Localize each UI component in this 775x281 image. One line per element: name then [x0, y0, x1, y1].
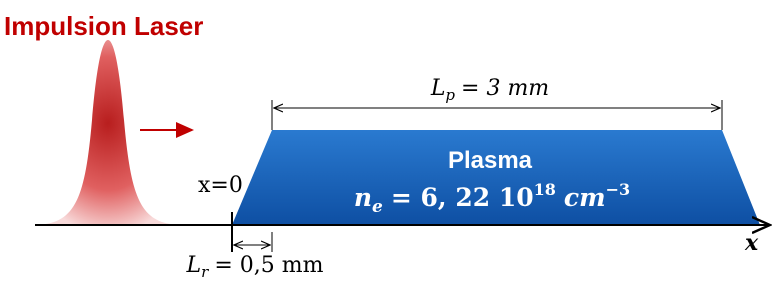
- expression: = 0,5 mm: [214, 253, 323, 278]
- ramp-length-label: Lr = 0,5 mm: [186, 253, 324, 281]
- exponent: 18: [534, 180, 556, 199]
- unit: cm: [564, 183, 606, 212]
- symbol: L: [430, 76, 446, 101]
- subscript: r: [201, 263, 209, 281]
- subscript: e: [372, 197, 383, 217]
- axis-label: x: [744, 230, 759, 256]
- symbol: n: [354, 183, 372, 212]
- subscript: p: [445, 86, 455, 104]
- plasma-density: ne = 6, 22 1018 cm−3: [354, 180, 630, 217]
- symbol: L: [186, 253, 202, 278]
- origin-label: x=0: [198, 173, 243, 198]
- expression: = 6, 22 10: [391, 183, 534, 212]
- plasma-length-label: Lp = 3 mm: [430, 76, 549, 104]
- diagram: Impulsion Laser Lp = 3 mm Plasma ne = 6, 2…: [0, 0, 775, 281]
- expression: = 3 mm: [461, 76, 549, 101]
- laser-pulse: [35, 40, 181, 225]
- title: Impulsion Laser: [4, 11, 203, 41]
- plasma-label: Plasma: [448, 147, 533, 174]
- unit-exponent: −3: [606, 180, 631, 199]
